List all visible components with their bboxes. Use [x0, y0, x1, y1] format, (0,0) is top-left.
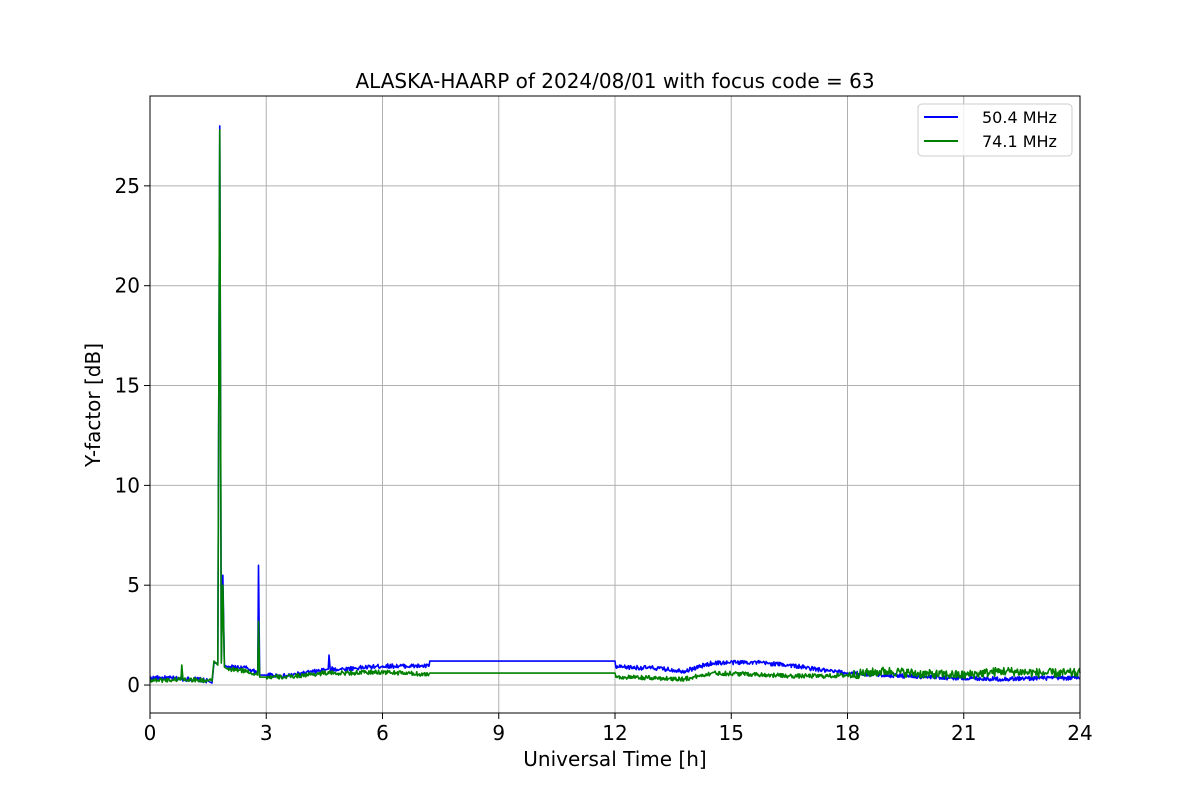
x-tick-label: 6: [376, 721, 389, 745]
y-tick-label: 5: [127, 573, 140, 597]
series-line-74-1-mhz: [149, 129, 1081, 684]
x-tick-label: 24: [1067, 721, 1092, 745]
x-axis-label: Universal Time [h]: [523, 747, 706, 771]
x-tick-label: 3: [260, 721, 273, 745]
x-tick-label: 15: [719, 721, 744, 745]
legend-label-74-1-mhz: 74.1 MHz: [982, 132, 1057, 151]
legend-label-50-4-mhz: 50.4 MHz: [982, 108, 1057, 127]
x-tick-label: 0: [144, 721, 157, 745]
y-axis-ticks: 0 5 10 15 20 25: [115, 174, 150, 697]
y-tick-label: 20: [115, 274, 140, 298]
x-tick-label: 9: [492, 721, 505, 745]
y-tick-label: 10: [115, 473, 140, 497]
x-axis-ticks: 0 3 6 9 12 15 18 21 24: [144, 713, 1093, 745]
y-tick-label: 25: [115, 174, 140, 198]
series-layer: [149, 125, 1081, 684]
y-tick-label: 15: [115, 374, 140, 398]
y-axis-label: Y-factor [dB]: [81, 343, 105, 468]
legend: 50.4 MHz 74.1 MHz: [917, 103, 1073, 157]
x-tick-label: 18: [835, 721, 860, 745]
y-tick-label: 0: [127, 673, 140, 697]
x-tick-label: 12: [602, 721, 627, 745]
x-tick-label: 21: [951, 721, 976, 745]
chart-title: ALASKA-HAARP of 2024/08/01 with focus co…: [355, 69, 874, 93]
